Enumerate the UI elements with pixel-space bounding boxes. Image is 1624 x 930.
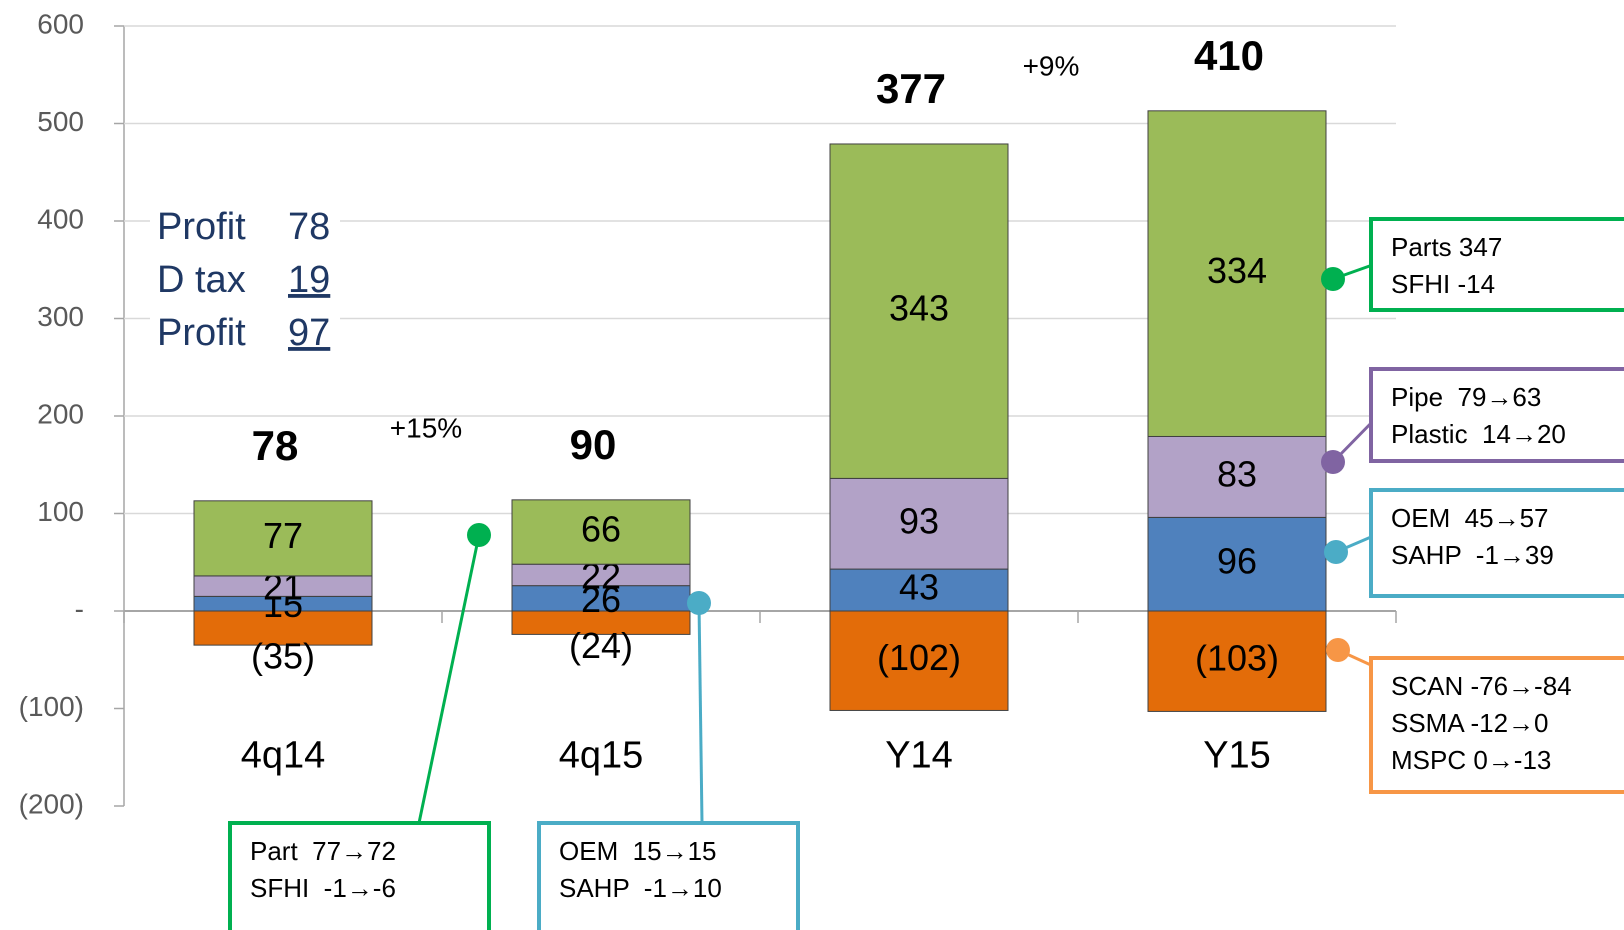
profit-label: D tax bbox=[157, 259, 246, 301]
callout-dot bbox=[1324, 540, 1348, 564]
callout-leader bbox=[697, 602, 704, 824]
callout-text: Pipe 79→63 bbox=[1391, 382, 1541, 412]
bar-segment bbox=[1147, 516, 1327, 612]
callout-box bbox=[1369, 367, 1624, 463]
segment-label: 43 bbox=[899, 567, 939, 608]
callout-text: OEM 15→15 bbox=[559, 836, 717, 866]
total-label: 377 bbox=[876, 65, 946, 112]
callout-box bbox=[537, 821, 800, 930]
bar-segment bbox=[829, 477, 1009, 570]
profit-label: Profit bbox=[157, 206, 246, 248]
y-tick-label: 500 bbox=[37, 106, 84, 137]
total-label: 78 bbox=[252, 422, 299, 469]
bar-segment bbox=[511, 499, 691, 565]
callout-text: SFHI -1→-6 bbox=[250, 873, 396, 903]
callout-text: OEM 45→57 bbox=[1391, 503, 1549, 533]
x-tick-label: Y15 bbox=[1203, 734, 1271, 776]
segment-label: (103) bbox=[1195, 638, 1279, 679]
growth-label: +15% bbox=[390, 412, 462, 443]
profit-value: 97 bbox=[288, 312, 330, 354]
segment-label: (35) bbox=[251, 636, 315, 677]
x-tick-label: 4q15 bbox=[559, 734, 644, 776]
y-tick-label: - bbox=[75, 593, 84, 624]
growth-label: +9% bbox=[1023, 50, 1080, 81]
segment-label: 83 bbox=[1217, 453, 1257, 494]
segment-label: 93 bbox=[899, 500, 939, 541]
x-tick-label: 4q14 bbox=[241, 734, 326, 776]
callout-text: SSMA -12→0 bbox=[1391, 708, 1549, 738]
callout-dot bbox=[1321, 450, 1345, 474]
callout-text: SAHP -1→39 bbox=[1391, 540, 1554, 570]
y-tick-label: 200 bbox=[37, 398, 84, 429]
y-tick-label: 100 bbox=[37, 496, 84, 527]
profit-box-bg bbox=[150, 200, 340, 365]
bar-segment bbox=[1147, 435, 1327, 518]
callout-text: SCAN -76→-84 bbox=[1391, 671, 1572, 701]
callout-dot bbox=[467, 523, 491, 547]
callout-text: Part 77→72 bbox=[250, 836, 396, 866]
segment-label: (102) bbox=[877, 637, 961, 678]
callout-text: Parts 347 bbox=[1391, 232, 1502, 262]
callout-box bbox=[228, 821, 491, 930]
bar-segment bbox=[1147, 110, 1327, 437]
segment-label: 77 bbox=[263, 515, 303, 556]
y-tick-label: 400 bbox=[37, 203, 84, 234]
callout-box bbox=[1369, 217, 1624, 312]
callout-box bbox=[1369, 488, 1624, 598]
segment-label: 66 bbox=[581, 509, 621, 550]
callout-text: SFHI -14 bbox=[1391, 269, 1495, 299]
y-tick-label: 600 bbox=[37, 8, 84, 39]
segment-label: 96 bbox=[1217, 541, 1257, 582]
profit-value: 19 bbox=[288, 259, 330, 301]
callout-text: MSPC 0→-13 bbox=[1391, 745, 1551, 775]
callout-text: SAHP -1→10 bbox=[559, 873, 722, 903]
callout-box bbox=[1369, 656, 1624, 794]
x-tick-label: Y14 bbox=[885, 734, 953, 776]
profit-label: Profit bbox=[157, 312, 246, 354]
bar-segment bbox=[829, 143, 1009, 479]
segment-label: 334 bbox=[1207, 250, 1267, 291]
y-tick-label: (200) bbox=[19, 788, 84, 819]
total-label: 410 bbox=[1194, 32, 1264, 79]
y-tick-label: (100) bbox=[19, 691, 84, 722]
y-tick-label: 300 bbox=[37, 301, 84, 332]
callout-leader bbox=[417, 534, 481, 824]
profit-value: 78 bbox=[288, 206, 330, 248]
callout-text: Plastic 14→20 bbox=[1391, 419, 1566, 449]
segment-label: (24) bbox=[569, 625, 633, 666]
callout-dot bbox=[1321, 267, 1345, 291]
total-label: 90 bbox=[570, 421, 617, 468]
callout-dot bbox=[687, 591, 711, 615]
bar-segment bbox=[193, 500, 373, 577]
segment-label: 343 bbox=[889, 288, 949, 329]
callout-dot bbox=[1326, 638, 1350, 662]
